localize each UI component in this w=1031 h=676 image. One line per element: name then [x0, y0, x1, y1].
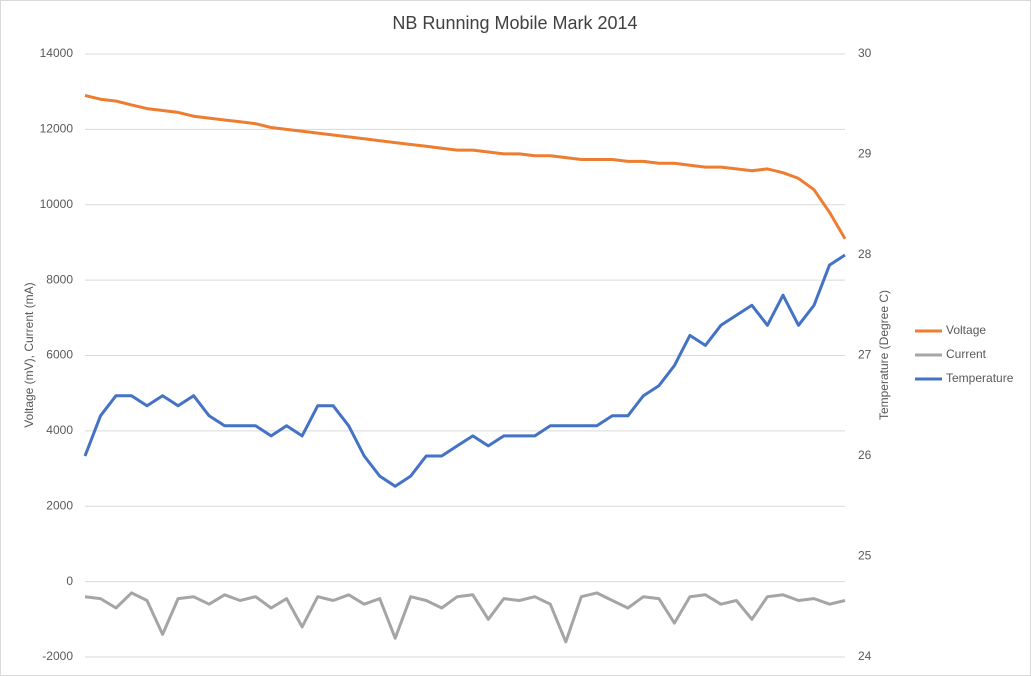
y-tick-label: -2000	[42, 649, 73, 663]
y2-tick-label: 27	[858, 348, 872, 362]
y2-tick-label: 28	[858, 247, 872, 261]
series-line	[83, 253, 846, 488]
y2-tick-label: 30	[858, 46, 872, 60]
chart-title: NB Running Mobile Mark 2014	[392, 13, 637, 33]
y2-tick-label: 29	[858, 147, 872, 161]
series-line	[84, 94, 847, 240]
y-tick-label: 6000	[46, 348, 73, 362]
y-axis-label: Voltage (mV), Current (mA)	[22, 282, 36, 427]
y2-axis-label: Temperature (Degree C)	[877, 290, 891, 420]
legend-label: Temperature	[946, 371, 1014, 385]
y-tick-label: 4000	[46, 423, 73, 437]
y-tick-label: 12000	[40, 122, 74, 136]
y2-tick-label: 25	[858, 549, 872, 563]
legend-label: Current	[946, 347, 987, 361]
y-tick-label: 10000	[40, 197, 74, 211]
y-tick-label: 0	[66, 574, 73, 588]
legend-label: Voltage	[946, 323, 986, 337]
y-tick-label: 8000	[46, 272, 73, 286]
y2-tick-label: 24	[858, 649, 872, 663]
y-tick-label: 14000	[40, 46, 74, 60]
series-line	[84, 591, 846, 644]
y-tick-label: 2000	[46, 498, 73, 512]
y2-tick-label: 26	[858, 448, 872, 462]
